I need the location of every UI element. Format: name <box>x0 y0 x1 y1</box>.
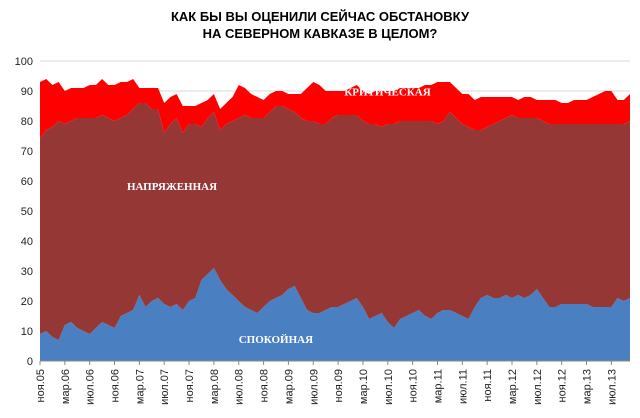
x-tick-label: мар.13 <box>582 369 594 404</box>
y-tick-label: 50 <box>21 206 33 218</box>
x-tick-label: июл.06 <box>85 369 97 405</box>
x-tick-label: июл.09 <box>308 369 320 405</box>
series-label-3: СПОКОЙНАЯ <box>239 334 313 346</box>
x-tick-label: июл.13 <box>606 369 618 405</box>
x-tick-label: мар.12 <box>507 369 519 404</box>
series-area-1 <box>40 268 630 361</box>
x-tick-label: июл.07 <box>159 369 171 405</box>
x-tick-label: мар.10 <box>358 369 370 404</box>
y-tick-label: 70 <box>21 146 33 158</box>
chart-title: КАК БЫ ВЫ ОЦЕНИЛИ СЕЙЧАС ОБСТАНОВКУ НА С… <box>0 8 640 42</box>
y-tick-label: 0 <box>27 356 33 368</box>
x-tick-label: июл.08 <box>234 369 246 405</box>
y-tick-label: 80 <box>21 116 33 128</box>
series-area-2 <box>40 103 630 340</box>
x-tick-label: ноя.05 <box>35 369 47 402</box>
x-tick-label: июл.12 <box>532 369 544 405</box>
series-labels: КРИТИЧЕСКАЯ НАПРЯЖЕННАЯ СПОКОЙНАЯ <box>127 87 431 347</box>
y-tick-label: 20 <box>21 296 33 308</box>
y-tick-label: 10 <box>21 326 33 338</box>
y-tick-label: 60 <box>21 176 33 188</box>
x-tick-label: мар.11 <box>432 369 444 403</box>
chart-title-line-1: КАК БЫ ВЫ ОЦЕНИЛИ СЕЙЧАС ОБСТАНОВКУ <box>170 9 470 24</box>
x-tick-label: ноя.12 <box>557 369 569 402</box>
series-label-2: НАПРЯЖЕННАЯ <box>127 181 217 193</box>
y-axis: 0 10 20 30 40 50 60 70 80 90 100 <box>15 56 33 368</box>
chart-title-line-2: НА СЕВЕРНОМ КАВКАЗЕ В ЦЕЛОМ? <box>202 26 438 41</box>
x-tick-label: ноя.06 <box>110 369 122 402</box>
x-tick-label: июл.11 <box>457 369 469 404</box>
series-label-1: КРИТИЧЕСКАЯ <box>344 87 430 99</box>
y-tick-label: 100 <box>15 56 33 68</box>
series-area-3 <box>40 79 630 139</box>
x-tick-label: ноя.09 <box>333 369 345 402</box>
series-areas <box>40 79 630 361</box>
x-tick-label: ноя.08 <box>259 369 271 402</box>
x-tick-label: ноя.07 <box>184 369 196 402</box>
x-tick-label: ноя.11 <box>482 369 494 402</box>
x-axis: ноя.05 мар.06 июл.06 ноя.06 мар.07 июл.07 ноя.… <box>35 360 630 405</box>
y-tick-label: 90 <box>21 86 33 98</box>
y-tick-label: 40 <box>21 236 33 248</box>
x-tick-label: мар.06 <box>60 369 72 404</box>
y-tick-label: 30 <box>21 266 33 278</box>
x-tick-label: мар.08 <box>209 369 221 404</box>
x-tick-label: ноя.10 <box>408 369 420 402</box>
x-tick-label: июл.10 <box>383 369 395 405</box>
x-tick-label: мар.09 <box>283 369 295 404</box>
x-tick-label: мар.07 <box>134 369 146 404</box>
